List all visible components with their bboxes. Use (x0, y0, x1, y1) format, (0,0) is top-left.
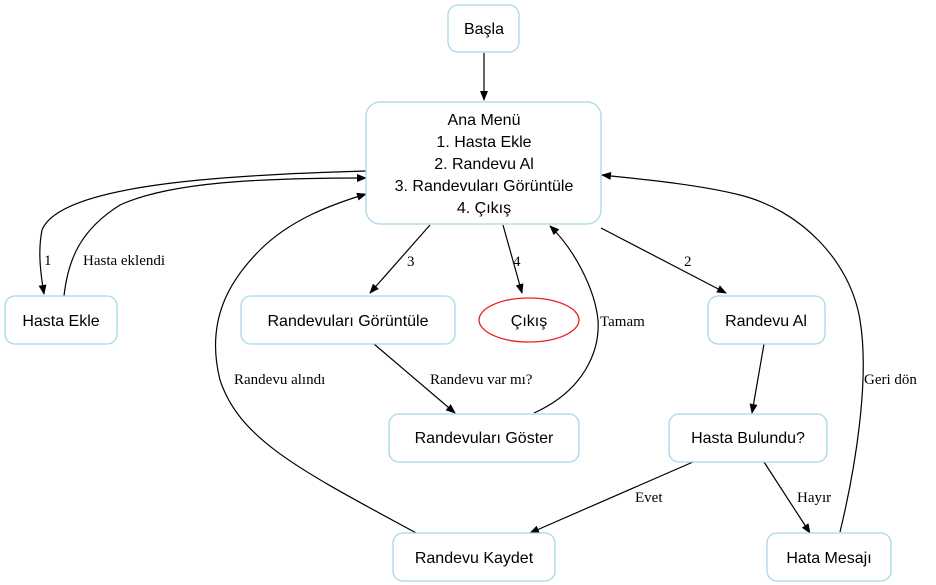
node-error-message-label: Hata Mesajı (786, 550, 871, 567)
node-book-appointment-label: Randevu Al (725, 313, 807, 330)
node-save-appointment-label: Randevu Kaydet (415, 550, 534, 567)
edge-label-menu-to-book: 2 (684, 254, 692, 270)
node-start-label: Başla (464, 21, 504, 38)
main-menu-line-4: 3. Randevuları Görüntüle (395, 178, 574, 195)
node-view-appointments-label: Randevuları Görüntüle (268, 313, 429, 330)
node-view-appointments[interactable]: Randevuları Görüntüle (240, 295, 456, 345)
node-patient-found[interactable]: Hasta Bulundu? (668, 413, 828, 463)
edge-book-to-found (749, 343, 765, 414)
main-menu-line-2: 1. Hasta Ekle (436, 134, 531, 151)
edge-label-menu-to-exit: 4 (513, 254, 521, 270)
edge-save-to-menu (214, 192, 419, 535)
node-patient-found-label: Hasta Bulundu? (691, 430, 805, 447)
node-error-message[interactable]: Hata Mesajı (766, 532, 892, 582)
node-show-appointments-label: Randevuları Göster (415, 430, 554, 447)
node-start[interactable]: Başla (447, 4, 520, 53)
edge-label-save-to-menu: Randevu alındı (234, 372, 325, 388)
node-show-appointments[interactable]: Randevuları Göster (388, 413, 580, 463)
node-add-patient-label: Hasta Ekle (22, 313, 99, 330)
node-exit[interactable]: Çıkış (478, 297, 580, 343)
edge-label-found-yes: Evet (635, 490, 663, 506)
edge-menu-to-exit (502, 224, 524, 294)
edge-menu-to-view (369, 224, 431, 294)
edge-label-add-to-menu: Hasta eklendi (83, 253, 165, 269)
node-add-patient[interactable]: Hasta Ekle (4, 295, 118, 345)
edge-label-error-to-menu: Geri dön (864, 372, 917, 388)
edge-menu-to-book (600, 227, 727, 294)
edge-label-view-to-show: Randevu var mı? (430, 372, 533, 388)
edge-label-menu-to-add: 1 (44, 253, 52, 269)
edge-show-to-menu (533, 225, 599, 414)
edge-label-found-no: Hayır (797, 490, 831, 506)
edge-menu-to-add-patient (38, 170, 367, 295)
main-menu-line-3: 2. Randevu Al (434, 156, 534, 173)
edge-label-show-to-menu: Tamam (600, 314, 645, 330)
node-exit-label: Çıkış (511, 313, 547, 330)
edge-add-patient-to-menu (63, 174, 367, 297)
edge-found-to-save (529, 461, 694, 534)
node-book-appointment[interactable]: Randevu Al (707, 295, 826, 345)
main-menu-line-1: Ana Menü (448, 112, 521, 129)
edge-label-menu-to-view: 3 (407, 254, 415, 270)
edge-found-to-error (763, 461, 811, 534)
node-save-appointment[interactable]: Randevu Kaydet (392, 532, 556, 582)
node-main-menu[interactable]: Ana Menü 1. Hasta Ekle 2. Randevu Al 3. … (365, 101, 602, 225)
edge-view-to-show (373, 343, 456, 414)
edge-error-to-menu (601, 171, 864, 533)
main-menu-line-5: 4. Çıkış (457, 200, 511, 217)
edges: 1 Hasta eklendi 3 4 2 Randevu var mı? Ta… (38, 53, 917, 535)
